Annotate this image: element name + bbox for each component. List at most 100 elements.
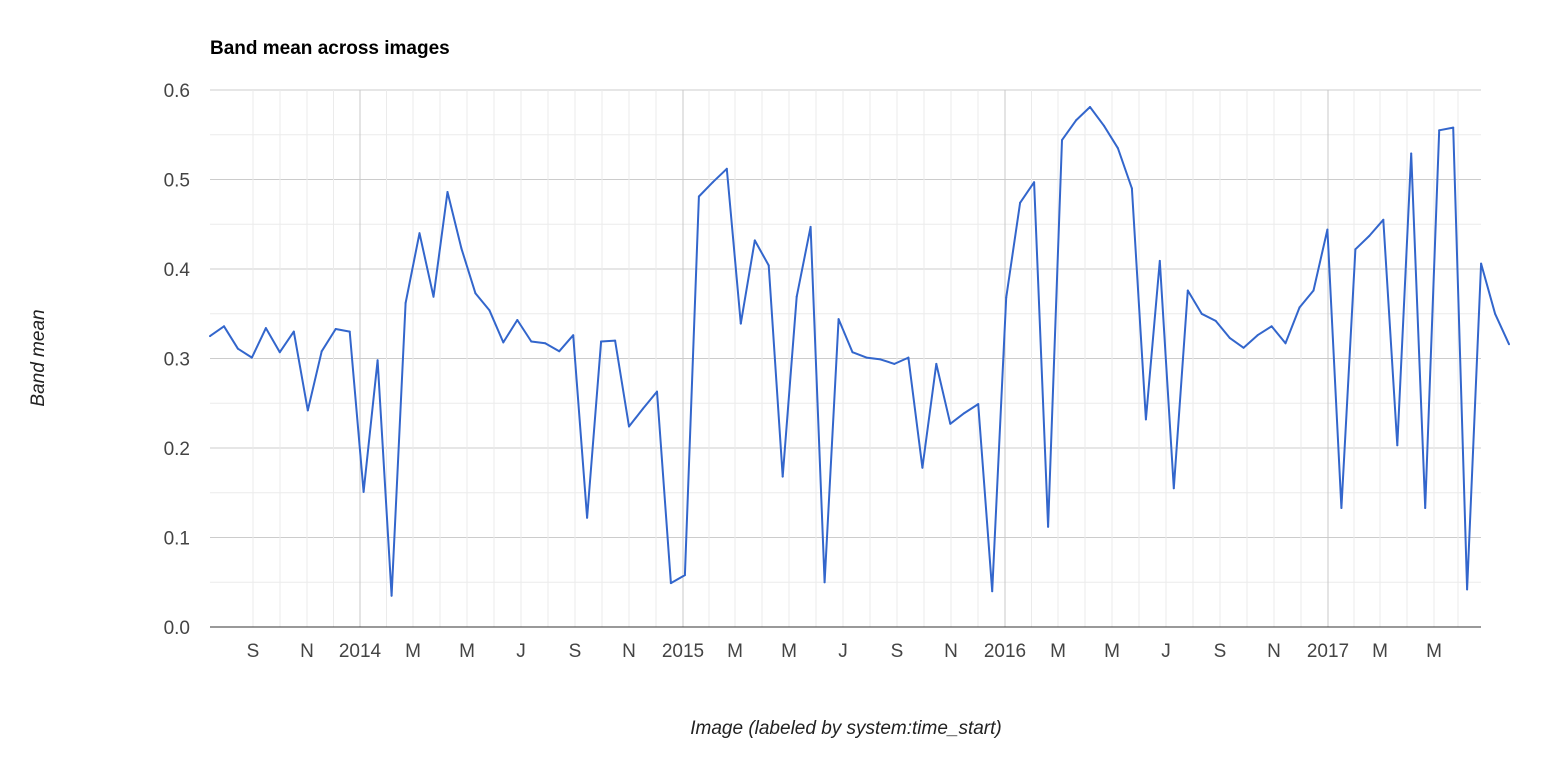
data-point bbox=[390, 594, 393, 597]
data-point bbox=[544, 342, 547, 345]
x-axis-tick-labels: S N 2014 M M J S N 2015 M M J S N 2016 M M J S N 2017 M M bbox=[247, 641, 1442, 662]
series-lines bbox=[209, 106, 1510, 597]
data-point bbox=[628, 425, 630, 428]
data-point bbox=[1158, 259, 1161, 262]
data-point bbox=[460, 247, 463, 250]
data-point bbox=[223, 325, 225, 328]
data-point bbox=[1424, 507, 1427, 509]
y-axis-title: Band mean bbox=[28, 309, 49, 406]
data-point bbox=[1480, 262, 1483, 265]
data-point bbox=[711, 181, 714, 184]
x-tick-label: M bbox=[1104, 641, 1120, 662]
x-tick-label: J bbox=[838, 641, 848, 662]
data-point bbox=[1382, 218, 1385, 221]
x-tick-label: J bbox=[1161, 641, 1171, 662]
data-point bbox=[1494, 312, 1497, 315]
y-tick-label: 0.3 bbox=[164, 350, 190, 371]
data-point bbox=[725, 167, 728, 170]
data-point bbox=[250, 356, 253, 359]
data-point bbox=[572, 334, 575, 337]
data-point bbox=[949, 422, 952, 425]
x-tick-label: N bbox=[944, 641, 958, 662]
y-axis-tick-labels: 0.0 0.1 0.2 0.3 0.4 0.5 0.6 bbox=[164, 81, 191, 639]
data-point bbox=[837, 318, 840, 321]
x-tick-label: 2014 bbox=[339, 641, 382, 662]
x-tick-label: S bbox=[891, 641, 904, 662]
data-point bbox=[642, 407, 644, 410]
data-point bbox=[739, 322, 742, 325]
x-tick-label: M bbox=[1372, 641, 1388, 662]
data-point bbox=[278, 351, 281, 354]
data-point bbox=[656, 390, 658, 393]
data-point bbox=[306, 409, 309, 412]
data-point bbox=[1228, 336, 1231, 339]
data-point bbox=[502, 341, 505, 344]
data-point bbox=[1047, 525, 1050, 528]
data-point bbox=[1033, 181, 1036, 184]
x-tick-label: M bbox=[459, 641, 475, 662]
data-point bbox=[893, 362, 896, 365]
data-point bbox=[1256, 334, 1259, 337]
data-points bbox=[209, 106, 1510, 597]
data-point bbox=[1061, 139, 1063, 142]
data-point bbox=[530, 340, 533, 343]
y-tick-label: 0.5 bbox=[164, 171, 190, 192]
data-point bbox=[1452, 126, 1455, 129]
data-point bbox=[404, 302, 407, 304]
data-point bbox=[809, 225, 812, 228]
data-point bbox=[1005, 296, 1008, 299]
data-point bbox=[1354, 248, 1357, 251]
data-point bbox=[558, 350, 561, 353]
gridlines bbox=[210, 89, 1481, 627]
data-point bbox=[991, 590, 994, 593]
data-point bbox=[865, 356, 868, 359]
data-point bbox=[851, 351, 854, 354]
data-point bbox=[1284, 342, 1287, 345]
data-point bbox=[1200, 312, 1203, 315]
data-point bbox=[432, 295, 435, 298]
data-point bbox=[1019, 201, 1022, 204]
data-point bbox=[1368, 234, 1371, 237]
data-point bbox=[1340, 507, 1343, 509]
data-point bbox=[292, 330, 295, 333]
data-point bbox=[753, 239, 756, 242]
x-tick-label: N bbox=[622, 641, 636, 662]
data-point bbox=[446, 191, 449, 193]
data-point bbox=[1270, 325, 1273, 328]
data-point bbox=[795, 295, 798, 298]
data-point bbox=[474, 292, 477, 295]
data-point bbox=[1326, 228, 1329, 231]
data-point bbox=[600, 340, 603, 343]
data-point bbox=[362, 490, 365, 493]
y-tick-label: 0.0 bbox=[164, 618, 190, 639]
data-point bbox=[516, 319, 519, 321]
x-tick-label: 2017 bbox=[1307, 641, 1349, 662]
data-point bbox=[418, 232, 421, 235]
data-point bbox=[1144, 418, 1147, 421]
y-tick-label: 0.1 bbox=[164, 529, 190, 550]
y-tick-label: 0.6 bbox=[164, 81, 190, 102]
data-point bbox=[586, 516, 589, 519]
x-tick-label: S bbox=[569, 641, 582, 662]
chart-title: Band mean across images bbox=[210, 38, 450, 59]
data-point bbox=[488, 309, 491, 312]
data-point bbox=[963, 412, 966, 415]
data-point bbox=[781, 475, 784, 478]
data-point bbox=[376, 359, 379, 362]
data-point bbox=[264, 327, 267, 330]
data-point bbox=[1508, 343, 1510, 346]
data-point bbox=[907, 356, 910, 359]
data-point bbox=[697, 195, 700, 198]
x-tick-label: N bbox=[300, 641, 314, 662]
data-point bbox=[935, 362, 938, 365]
y-tick-label: 0.4 bbox=[164, 260, 191, 281]
data-point bbox=[1089, 106, 1091, 108]
x-tick-label: M bbox=[1050, 641, 1066, 662]
x-tick-label: N bbox=[1267, 641, 1281, 662]
x-tick-label: S bbox=[1214, 641, 1227, 662]
x-tick-label: M bbox=[405, 641, 421, 662]
x-tick-label: M bbox=[1426, 641, 1442, 662]
x-tick-label: 2016 bbox=[984, 641, 1026, 662]
x-tick-label: J bbox=[516, 641, 526, 662]
data-point bbox=[683, 574, 686, 577]
